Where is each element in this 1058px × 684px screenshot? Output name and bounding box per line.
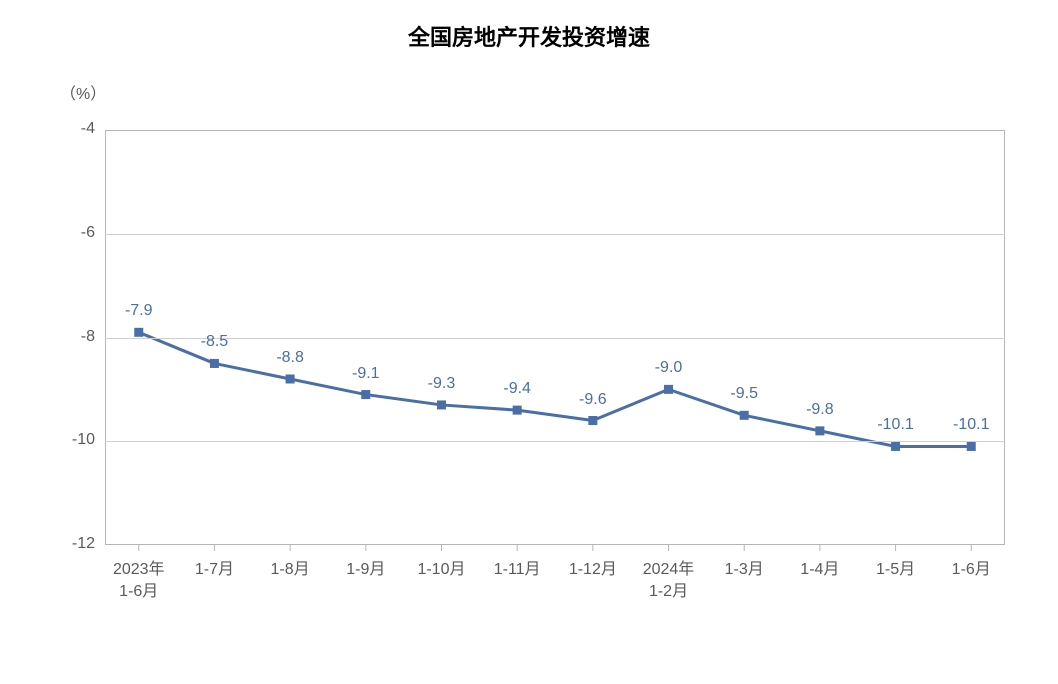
data-label: -9.1: [336, 365, 396, 383]
x-tick-label: 2023年 1-6月: [97, 559, 181, 602]
data-label: -9.8: [790, 401, 850, 419]
x-tick-label: 1-3月: [702, 559, 786, 581]
series-marker: [740, 411, 748, 419]
data-label: -9.3: [411, 375, 471, 393]
series-marker: [665, 385, 673, 393]
data-label: -8.8: [260, 349, 320, 367]
y-gridline: [105, 441, 1005, 442]
series-marker: [286, 375, 294, 383]
y-tick-label: -10: [72, 431, 95, 449]
x-tick-label: 1-4月: [778, 559, 862, 581]
y-tick-label: -4: [81, 120, 95, 138]
data-label: -7.9: [109, 302, 169, 320]
data-label: -9.0: [639, 359, 699, 377]
x-tick-label: 1-7月: [173, 559, 257, 581]
x-tick-label: 1-8月: [248, 559, 332, 581]
y-tick-label: -8: [81, 328, 95, 346]
data-label: -9.6: [563, 391, 623, 409]
data-label: -9.4: [487, 380, 547, 398]
x-tick-label: 2024年 1-2月: [627, 559, 711, 602]
series-marker: [967, 442, 975, 450]
x-tick-label: 1-9月: [324, 559, 408, 581]
x-tick-label: 1-5月: [854, 559, 938, 581]
y-tick-label: -12: [72, 535, 95, 553]
chart-container: 全国房地产开发投资增速 （%） -4-6-8-10-122023年 1-6月1-…: [0, 0, 1058, 684]
series-marker: [513, 406, 521, 414]
y-tick-label: -6: [81, 224, 95, 242]
series-marker: [816, 427, 824, 435]
series-marker: [589, 417, 597, 425]
series-marker: [135, 328, 143, 336]
data-label: -9.5: [714, 385, 774, 403]
series-marker: [362, 391, 370, 399]
x-tick-label: 1-10月: [400, 559, 484, 581]
data-label: -10.1: [941, 416, 1001, 434]
y-gridline: [105, 234, 1005, 235]
series-marker: [892, 442, 900, 450]
x-tick-label: 1-6月: [929, 559, 1013, 581]
data-label: -8.5: [184, 333, 244, 351]
series-marker: [210, 359, 218, 367]
data-label: -10.1: [866, 416, 926, 434]
x-tick-label: 1-11月: [475, 559, 559, 581]
x-tick-label: 1-12月: [551, 559, 635, 581]
series-marker: [437, 401, 445, 409]
